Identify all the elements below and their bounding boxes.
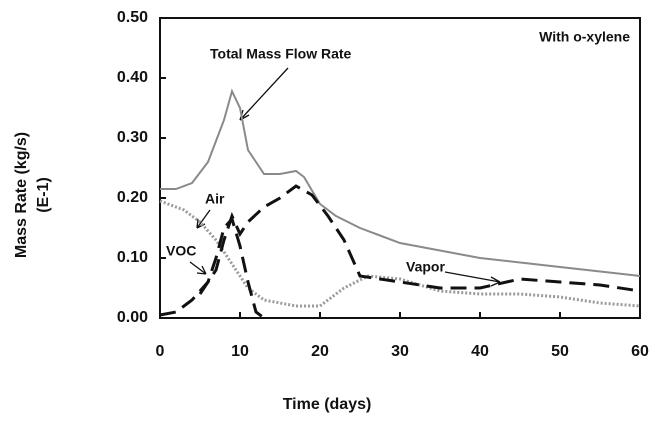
series-line — [159, 199, 641, 308]
annotation: Total Mass Flow Rate — [210, 46, 352, 62]
y-tick-label: 0.30 — [117, 129, 148, 146]
plot-frame — [159, 17, 641, 319]
y-tick-label: 0.10 — [117, 249, 148, 266]
x-tick-label: 60 — [631, 343, 649, 360]
x-tick-label: 20 — [311, 343, 329, 360]
x-tick-label: 0 — [156, 343, 165, 360]
annotation: VOC — [166, 243, 196, 259]
y-tick-label: 0.20 — [117, 189, 148, 206]
y-tick-label: 0.50 — [117, 9, 148, 26]
x-axis-label: Time (days) — [283, 396, 372, 413]
annotation: Vapor — [406, 259, 445, 275]
annotation: With o-xylene — [539, 29, 630, 45]
y-tick-label: 0.00 — [117, 309, 148, 326]
x-tick-label: 40 — [471, 343, 489, 360]
series-line — [198, 184, 641, 295]
y-axis-unit: (E-1) — [35, 177, 52, 213]
annotation: Air — [205, 191, 225, 207]
x-tick-label: 10 — [231, 343, 249, 360]
x-tick-label: 30 — [391, 343, 409, 360]
x-tick-label: 50 — [551, 343, 569, 360]
series-line — [159, 215, 265, 320]
y-tick-label: 0.40 — [117, 69, 148, 86]
series-line — [160, 88, 641, 277]
y-axis-label: Mass Rate (kg/s) — [13, 132, 30, 258]
